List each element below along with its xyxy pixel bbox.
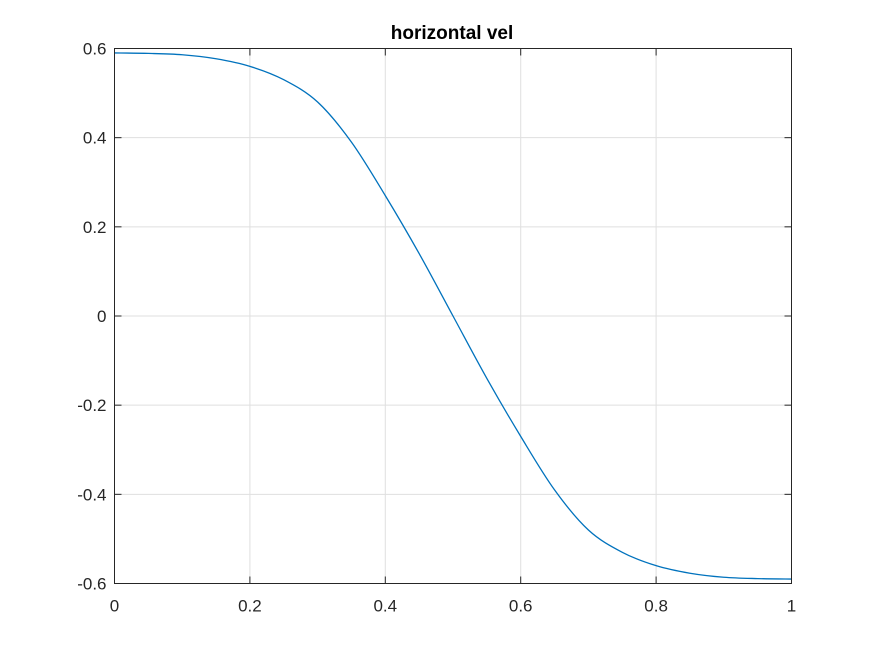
y-tick-label: -0.4: [77, 485, 106, 504]
chart-title: horizontal vel: [391, 23, 513, 44]
x-tick-label: 1: [787, 597, 796, 616]
x-tick-label: 0.8: [644, 597, 668, 616]
ticks: 0 0.2 0.4 0.6 0.8 1 0.6 0.4 0.2 0 -0.2 -0.4 -0.6: [77, 40, 796, 616]
y-tick-label: 0.4: [83, 129, 107, 148]
x-tick-label: 0.2: [238, 597, 262, 616]
x-tick-label: 0.4: [373, 597, 397, 616]
y-tick-label: -0.6: [77, 575, 106, 594]
series-line-1: [114, 52, 792, 580]
y-tick-label: 0.6: [83, 40, 107, 59]
x-tick-label: 0.6: [509, 597, 533, 616]
x-tick-label: 0: [110, 597, 119, 616]
y-tick-label: 0.2: [83, 218, 107, 237]
grid: [114, 48, 792, 584]
series-layer: [114, 52, 792, 580]
y-tick-label: -0.2: [77, 396, 106, 415]
y-tick-label: 0: [97, 307, 106, 326]
